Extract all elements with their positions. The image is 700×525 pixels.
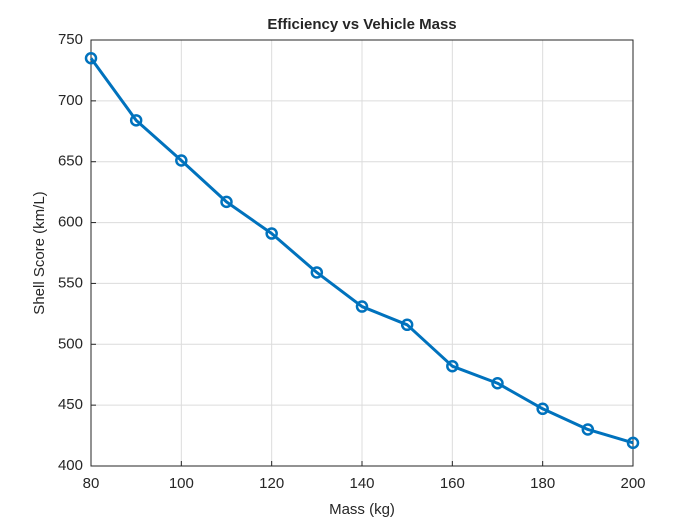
data-point	[355, 300, 369, 313]
data-point	[265, 227, 278, 240]
x-tick-label: 120	[259, 475, 284, 492]
y-tick-label: 400	[58, 457, 83, 474]
x-tick-label: 160	[440, 475, 465, 492]
x-tick-label: 140	[349, 475, 374, 492]
data-point	[310, 266, 324, 279]
data-point	[220, 195, 233, 209]
data-point	[491, 376, 504, 390]
y-tick-label: 650	[58, 153, 83, 170]
x-tick-label: 180	[530, 475, 555, 492]
data-point	[400, 318, 414, 332]
x-tick-label: 80	[83, 475, 100, 492]
data-point	[446, 359, 459, 373]
y-tick-label: 550	[58, 274, 83, 291]
x-tick-label: 100	[169, 475, 194, 492]
data-point	[175, 154, 188, 167]
y-tick-label: 450	[58, 396, 83, 413]
y-tick-label: 500	[58, 335, 83, 352]
y-tick-label: 600	[58, 214, 83, 231]
y-tick-label: 700	[58, 92, 83, 109]
y-axis-label: Shell Score (km/L)	[31, 191, 48, 314]
chart-title: Efficiency vs Vehicle Mass	[267, 16, 456, 33]
data-point	[626, 436, 640, 450]
data-point	[581, 423, 595, 436]
data-point	[129, 114, 143, 127]
x-axis-label: Mass (kg)	[329, 501, 395, 518]
data-line	[89, 57, 634, 445]
x-tick-label: 200	[620, 475, 645, 492]
data-point	[536, 402, 549, 416]
data-point	[84, 52, 98, 65]
y-tick-label: 750	[58, 31, 83, 48]
